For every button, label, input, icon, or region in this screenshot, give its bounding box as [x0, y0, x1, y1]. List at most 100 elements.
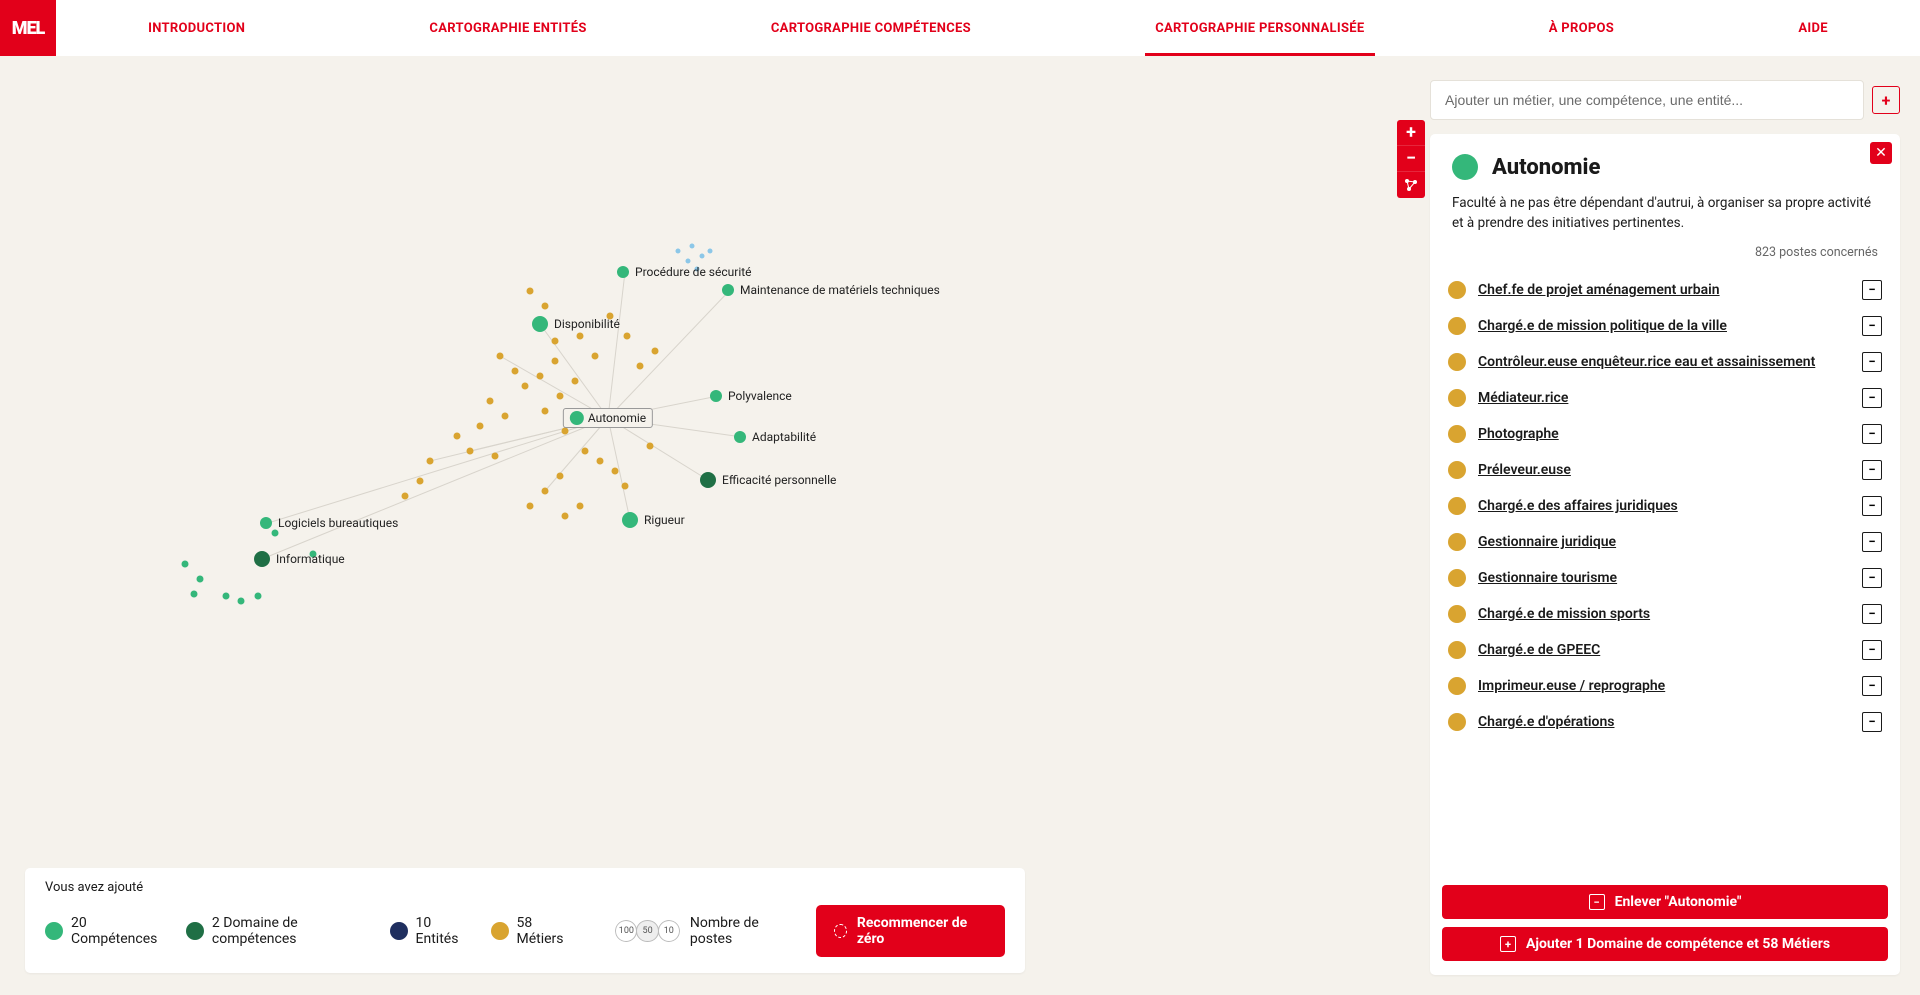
metier-dot: [1448, 353, 1466, 371]
zoom-controls: + −: [1397, 120, 1425, 198]
graph-node[interactable]: Procédure de sécurité: [617, 265, 752, 279]
metier-link[interactable]: Chargé.e d'opérations: [1478, 714, 1850, 730]
metier-link[interactable]: Gestionnaire juridique: [1478, 534, 1850, 550]
post-selector: 1005010 Nombre de postes: [615, 915, 796, 947]
pill-option[interactable]: 10: [658, 920, 680, 942]
remove-item-button[interactable]: −: [1862, 424, 1882, 444]
node-dot: [622, 512, 638, 528]
detail-row: Chargé.e de GPEEC−: [1444, 632, 1886, 668]
node-label: Adaptabilité: [752, 430, 816, 444]
remove-item-button[interactable]: −: [1862, 712, 1882, 732]
remove-item-button[interactable]: −: [1862, 568, 1882, 588]
remove-item-button[interactable]: −: [1862, 316, 1882, 336]
legend-item: 58 Métiers: [491, 915, 576, 947]
metier-link[interactable]: Contrôleur.euse enquêteur.rice eau et as…: [1478, 354, 1850, 370]
search-input[interactable]: [1430, 80, 1864, 120]
metier-link[interactable]: Gestionnaire tourisme: [1478, 570, 1850, 586]
metier-dot: [1448, 461, 1466, 479]
nav-item[interactable]: À PROPOS: [1539, 0, 1624, 56]
metier-dot: [1448, 569, 1466, 587]
legend-label: 58 Métiers: [517, 915, 576, 947]
central-node[interactable]: Autonomie: [563, 408, 653, 428]
detail-description: Faculté à ne pas être dépendant d'autrui…: [1430, 188, 1900, 241]
metier-link[interactable]: Imprimeur.euse / reprographe: [1478, 678, 1850, 694]
search-add-button[interactable]: +: [1872, 86, 1900, 114]
graph-mode-button[interactable]: [1397, 172, 1425, 198]
metier-link[interactable]: Médiateur.rice: [1478, 390, 1850, 406]
nav-item[interactable]: CARTOGRAPHIE ENTITÉS: [419, 0, 596, 56]
zoom-in-button[interactable]: +: [1397, 120, 1425, 146]
pill-option[interactable]: 50: [636, 920, 658, 942]
legend-dot: [186, 922, 204, 940]
remove-item-button[interactable]: −: [1862, 280, 1882, 300]
logo[interactable]: MEL: [0, 0, 56, 56]
remove-item-button[interactable]: −: [1862, 640, 1882, 660]
legend-label: 2 Domaine de compétences: [212, 915, 370, 947]
remove-item-button[interactable]: −: [1862, 460, 1882, 480]
node-label: Maintenance de matériels techniques: [740, 283, 940, 297]
nav-item[interactable]: CARTOGRAPHIE COMPÉTENCES: [761, 0, 981, 56]
metier-dot: [1448, 605, 1466, 623]
metier-link[interactable]: Chargé.e des affaires juridiques: [1478, 498, 1850, 514]
node-dot: [254, 551, 270, 567]
side-panel: + ✕ Autonomie Faculté à ne pas être dépe…: [1430, 80, 1900, 975]
node-label: Logiciels bureautiques: [278, 516, 398, 530]
nav-item[interactable]: AIDE: [1788, 0, 1838, 56]
pill-option[interactable]: 100: [615, 920, 637, 942]
metier-link[interactable]: Photographe: [1478, 426, 1850, 442]
metier-dot: [1448, 713, 1466, 731]
remove-item-button[interactable]: −: [1862, 496, 1882, 516]
metier-link[interactable]: Chef.fe de projet aménagement urbain: [1478, 282, 1850, 298]
graph-node[interactable]: Maintenance de matériels techniques: [722, 283, 940, 297]
metier-link[interactable]: Chargé.e de mission politique de la vill…: [1478, 318, 1850, 334]
zoom-out-button[interactable]: −: [1397, 146, 1425, 172]
detail-row: Photographe−: [1444, 416, 1886, 452]
network-icon: [1404, 178, 1418, 192]
remove-item-button[interactable]: −: [1862, 676, 1882, 696]
graph-node[interactable]: Disponibilité: [532, 316, 620, 332]
remove-item-button[interactable]: −: [1862, 352, 1882, 372]
close-button[interactable]: ✕: [1870, 142, 1892, 164]
graph-node[interactable]: Informatique: [254, 551, 345, 567]
footer-title: Vous avez ajouté: [45, 880, 1005, 895]
metier-dot: [1448, 533, 1466, 551]
graph-node[interactable]: Rigueur: [622, 512, 685, 528]
graph-node[interactable]: Logiciels bureautiques: [260, 516, 398, 530]
detail-row: Gestionnaire tourisme−: [1444, 560, 1886, 596]
metier-link[interactable]: Préleveur.euse: [1478, 462, 1850, 478]
remove-button[interactable]: − Enlever "Autonomie": [1442, 885, 1888, 919]
remove-item-button[interactable]: −: [1862, 532, 1882, 552]
metier-link[interactable]: Chargé.e de mission sports: [1478, 606, 1850, 622]
graph-node[interactable]: Polyvalence: [710, 389, 792, 403]
detail-row: Chargé.e des affaires juridiques−: [1444, 488, 1886, 524]
search-row: +: [1430, 80, 1900, 120]
metier-dot: [1448, 389, 1466, 407]
graph-node[interactable]: Efficacité personnelle: [700, 472, 836, 488]
plus-icon: +: [1500, 936, 1516, 952]
node-label: Procédure de sécurité: [635, 265, 752, 279]
legend-dot: [45, 922, 63, 940]
detail-card: ✕ Autonomie Faculté à ne pas être dépend…: [1430, 134, 1900, 975]
legend-item: 2 Domaine de compétences: [186, 915, 370, 947]
legend-item: 10 Entités: [390, 915, 471, 947]
legend-dot: [390, 922, 408, 940]
footer-bar: Vous avez ajouté 20 Compétences2 Domaine…: [25, 868, 1025, 973]
metier-dot: [1448, 497, 1466, 515]
node-label: Disponibilité: [554, 317, 620, 331]
node-dot: [700, 472, 716, 488]
metier-link[interactable]: Chargé.e de GPEEC: [1478, 642, 1850, 658]
remove-item-button[interactable]: −: [1862, 604, 1882, 624]
remove-item-button[interactable]: −: [1862, 388, 1882, 408]
add-related-button[interactable]: + Ajouter 1 Domaine de compétence et 58 …: [1442, 927, 1888, 961]
graph-node[interactable]: Adaptabilité: [734, 430, 816, 444]
detail-title: Autonomie: [1492, 155, 1600, 180]
node-dot: [710, 390, 722, 402]
node-dot: [532, 316, 548, 332]
detail-row: Chargé.e d'opérations−: [1444, 704, 1886, 740]
nav-item[interactable]: CARTOGRAPHIE PERSONNALISÉE: [1145, 0, 1374, 56]
nav-item[interactable]: INTRODUCTION: [138, 0, 255, 56]
remove-button-label: Enlever "Autonomie": [1615, 894, 1742, 910]
detail-header: Autonomie: [1430, 134, 1900, 188]
restart-button[interactable]: Recommencer de zéro: [816, 905, 1005, 957]
metier-dot: [1448, 677, 1466, 695]
